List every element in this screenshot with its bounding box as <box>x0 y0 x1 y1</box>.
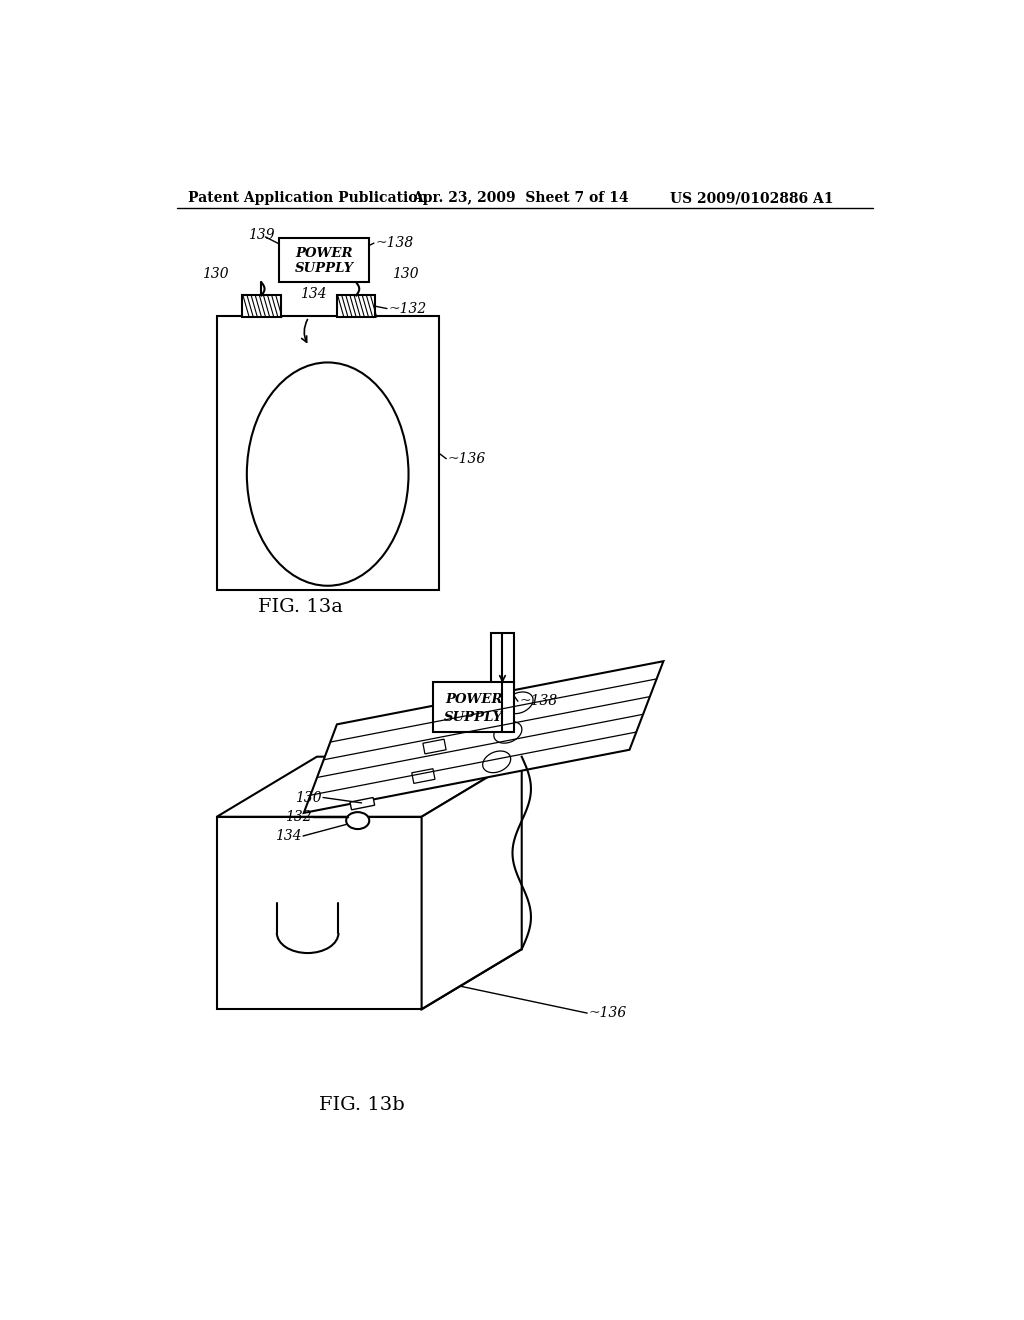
Text: Apr. 23, 2009  Sheet 7 of 14: Apr. 23, 2009 Sheet 7 of 14 <box>412 191 629 206</box>
Bar <box>337 296 376 317</box>
Polygon shape <box>217 817 422 1010</box>
Text: 130: 130 <box>203 267 229 281</box>
Text: 139: 139 <box>248 228 274 243</box>
Ellipse shape <box>494 722 522 743</box>
Text: 130: 130 <box>295 791 322 804</box>
Bar <box>490 634 514 686</box>
Text: SUPPLY: SUPPLY <box>295 263 353 276</box>
Text: ~136: ~136 <box>447 451 486 466</box>
Polygon shape <box>350 797 375 810</box>
Bar <box>243 296 281 317</box>
Text: 134: 134 <box>300 286 327 301</box>
Text: Patent Application Publication: Patent Application Publication <box>188 191 428 206</box>
Text: POWER: POWER <box>444 693 503 706</box>
Text: 134: 134 <box>274 829 301 843</box>
Bar <box>217 317 438 590</box>
Text: FIG. 13a: FIG. 13a <box>257 598 342 615</box>
Polygon shape <box>304 661 664 813</box>
Polygon shape <box>412 768 435 783</box>
Text: ~138: ~138 <box>376 236 414 249</box>
Bar <box>275 871 340 933</box>
Ellipse shape <box>247 363 409 586</box>
Polygon shape <box>434 710 458 725</box>
Text: POWER: POWER <box>296 247 353 260</box>
Ellipse shape <box>505 692 534 714</box>
Text: 132: 132 <box>285 809 311 824</box>
Ellipse shape <box>276 913 339 953</box>
Ellipse shape <box>346 812 370 829</box>
Ellipse shape <box>482 751 511 772</box>
Bar <box>280 238 370 282</box>
Text: ~132: ~132 <box>388 301 427 315</box>
Polygon shape <box>422 756 521 1010</box>
Text: US 2009/0102886 A1: US 2009/0102886 A1 <box>670 191 834 206</box>
Bar <box>433 682 514 733</box>
Text: FIG. 13b: FIG. 13b <box>318 1097 404 1114</box>
Text: ~138: ~138 <box>519 694 558 709</box>
Polygon shape <box>217 756 521 817</box>
Text: ~136: ~136 <box>589 1006 627 1020</box>
Polygon shape <box>423 739 446 754</box>
Text: 130: 130 <box>392 267 419 281</box>
Text: SUPPLY: SUPPLY <box>444 710 503 723</box>
